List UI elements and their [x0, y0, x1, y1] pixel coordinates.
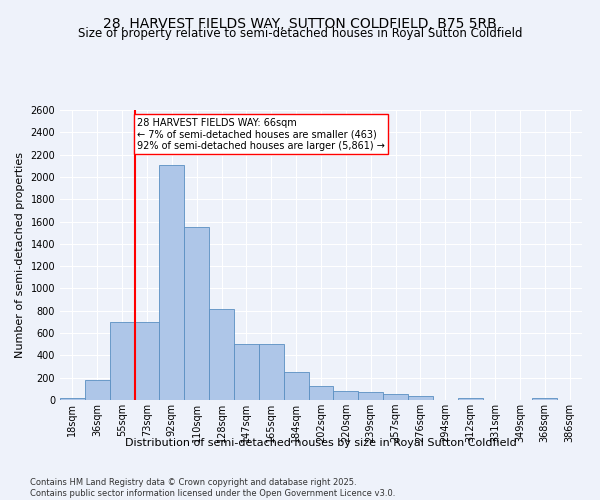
Bar — [184, 226, 209, 400]
Bar — [110, 322, 134, 400]
Bar — [209, 308, 234, 400]
Text: 28 HARVEST FIELDS WAY: 66sqm
← 7% of semi-detached houses are smaller (463)
92% : 28 HARVEST FIELDS WAY: 66sqm ← 7% of sem… — [137, 118, 385, 151]
Bar — [134, 322, 160, 400]
Bar — [160, 164, 184, 400]
Bar — [259, 344, 284, 400]
Text: Size of property relative to semi-detached houses in Royal Sutton Coldfield: Size of property relative to semi-detach… — [78, 28, 522, 40]
Text: 28, HARVEST FIELDS WAY, SUTTON COLDFIELD, B75 5RB: 28, HARVEST FIELDS WAY, SUTTON COLDFIELD… — [103, 18, 497, 32]
Text: Distribution of semi-detached houses by size in Royal Sutton Coldfield: Distribution of semi-detached houses by … — [125, 438, 517, 448]
Bar — [308, 386, 334, 400]
Bar — [284, 372, 308, 400]
Bar — [85, 380, 110, 400]
Text: Contains HM Land Registry data © Crown copyright and database right 2025.
Contai: Contains HM Land Registry data © Crown c… — [30, 478, 395, 498]
Bar — [358, 392, 383, 400]
Bar — [60, 398, 85, 400]
Bar — [532, 398, 557, 400]
Bar — [234, 344, 259, 400]
Bar — [408, 396, 433, 400]
Bar — [334, 391, 358, 400]
Bar — [458, 398, 482, 400]
Bar — [383, 394, 408, 400]
Y-axis label: Number of semi-detached properties: Number of semi-detached properties — [15, 152, 25, 358]
